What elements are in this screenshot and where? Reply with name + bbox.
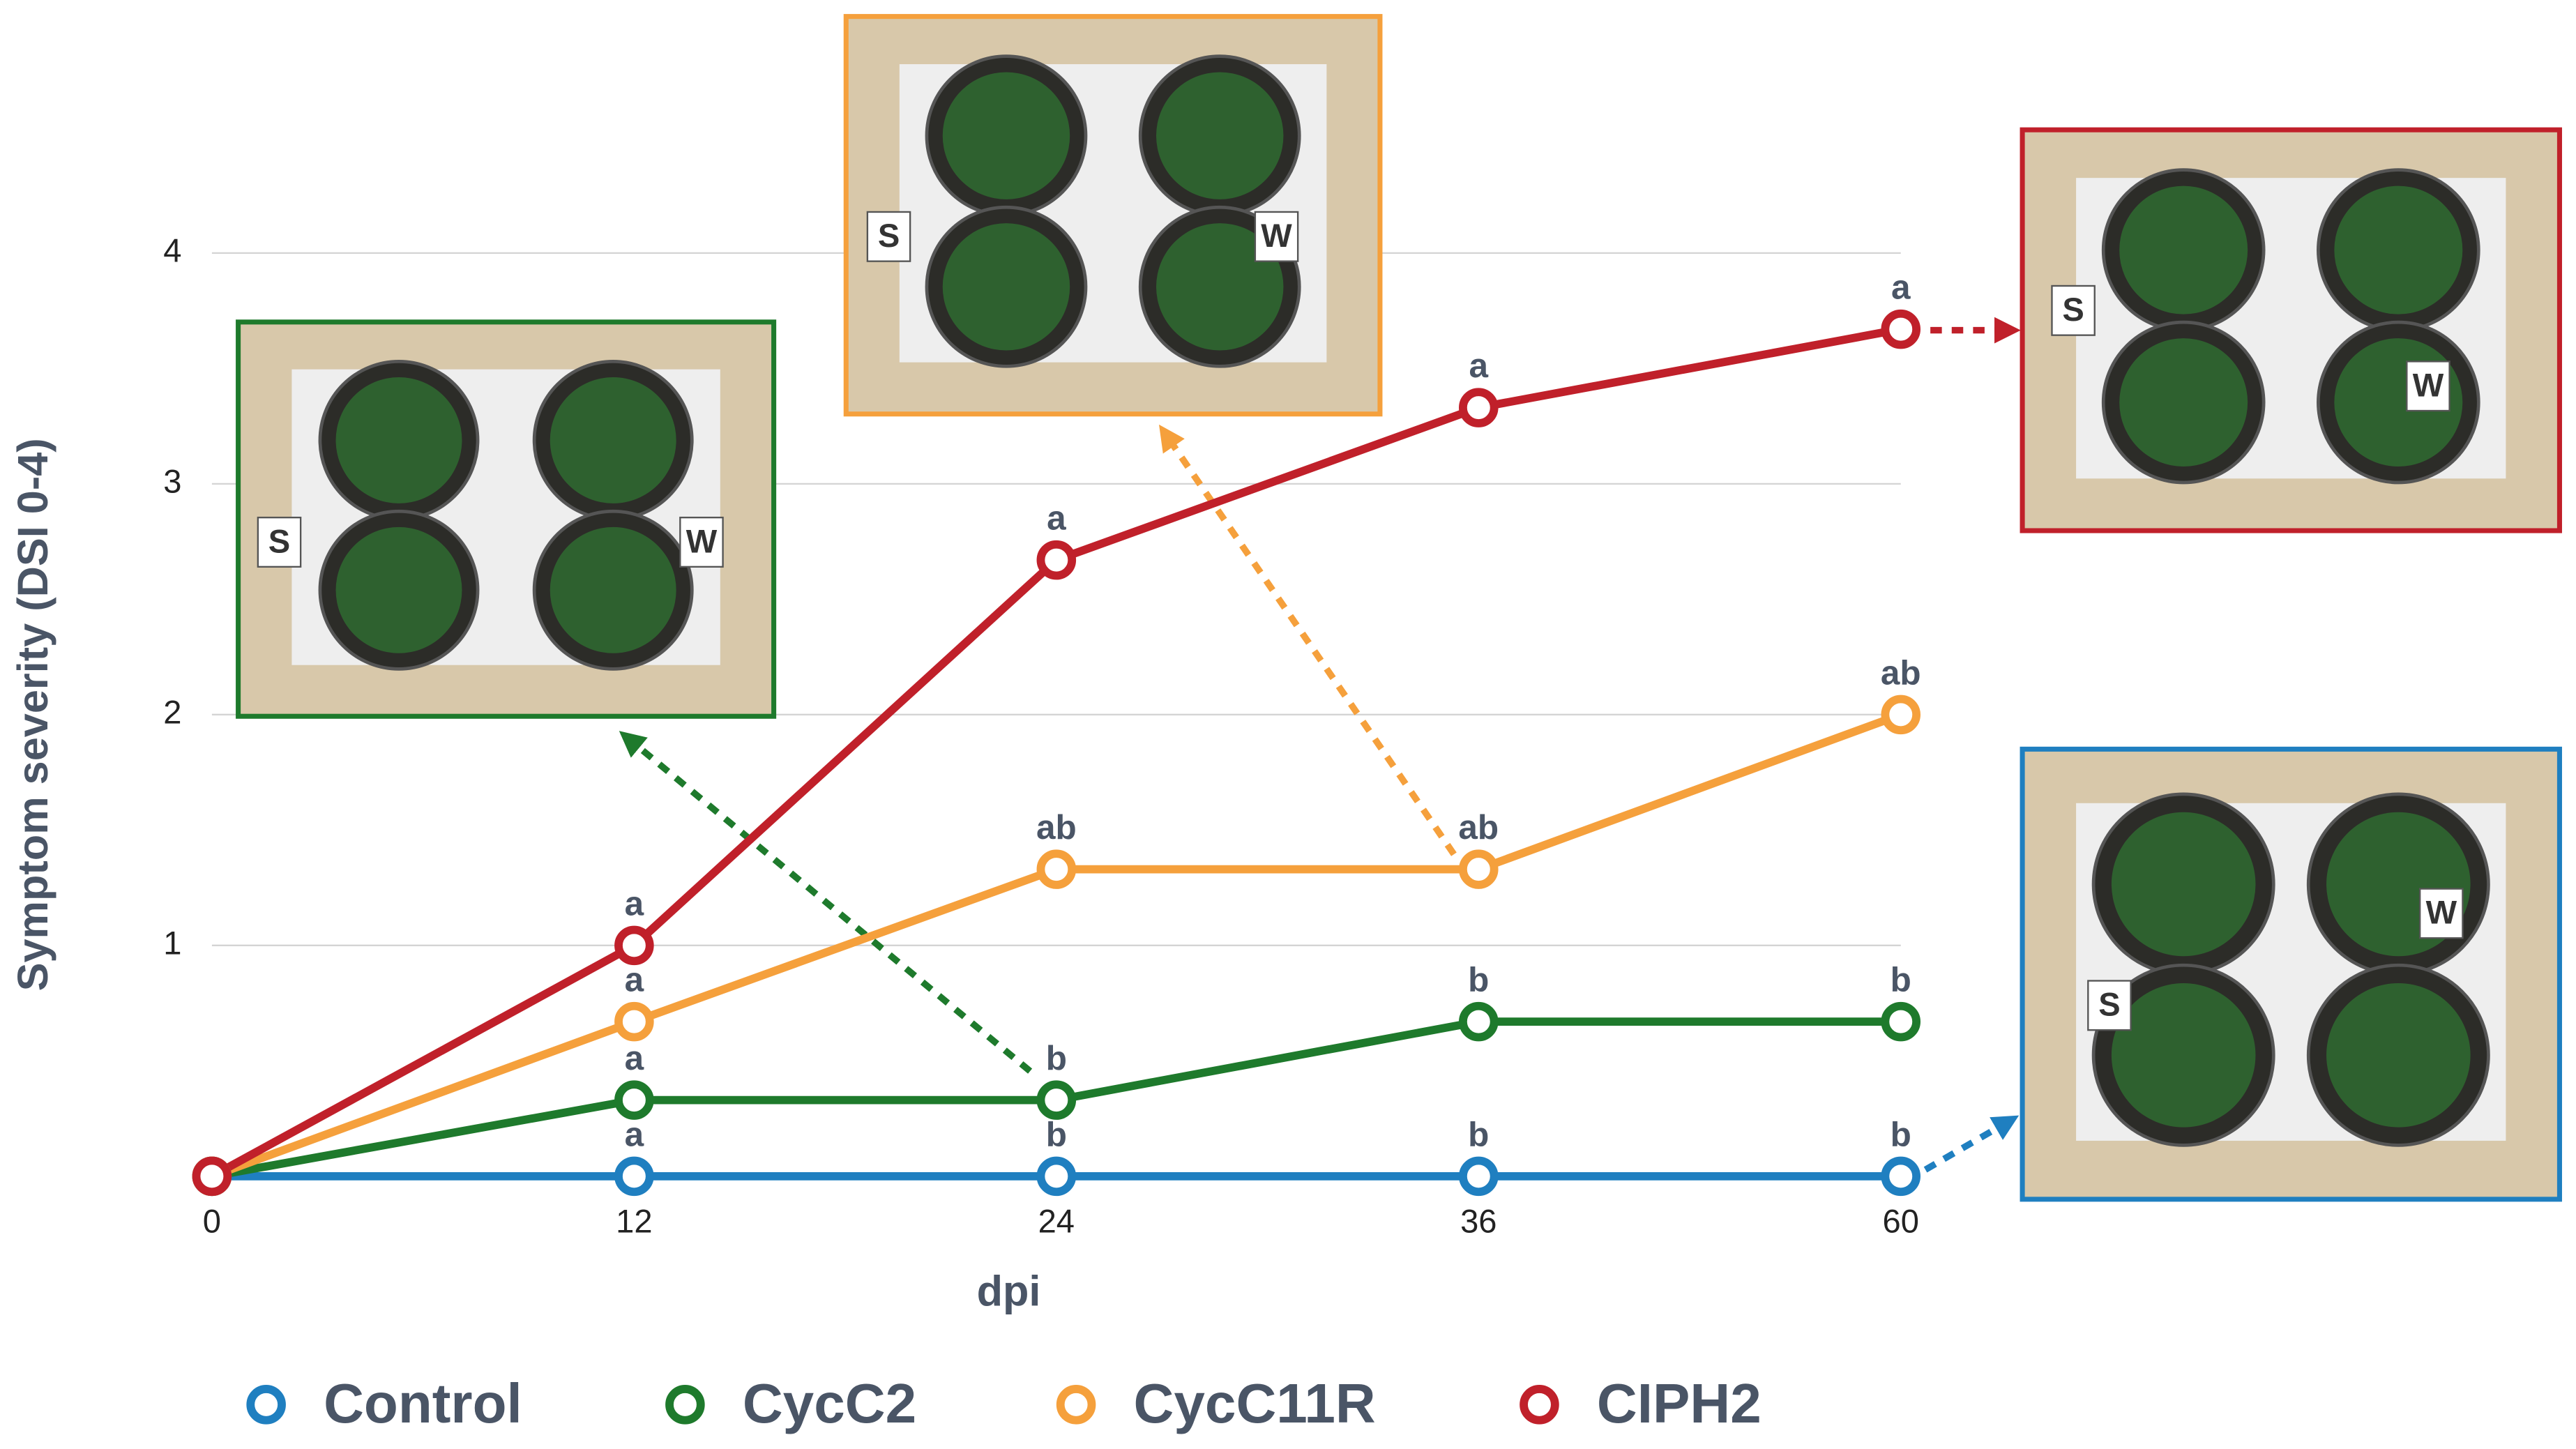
legend-marker	[665, 1385, 705, 1425]
panel-label: W	[2426, 894, 2457, 931]
legend-label: CIPH2	[1597, 1372, 1761, 1434]
panel-label-box	[2087, 980, 2132, 1031]
significance-letter: a	[1047, 499, 1066, 538]
photo-plant	[550, 377, 676, 503]
significance-letter: a	[625, 1115, 644, 1153]
panel-label: S	[2098, 986, 2120, 1023]
significance-letter: b	[1046, 1039, 1067, 1077]
photo-plant	[2119, 338, 2248, 467]
y-tick-label: 4	[163, 232, 181, 268]
significance-letter: b	[1468, 961, 1489, 999]
data-point	[614, 1156, 654, 1197]
significance-letter: a	[625, 961, 644, 999]
photo-plant	[1156, 223, 1284, 351]
x-tick-label: 0	[203, 1203, 221, 1240]
x-tick-label: 12	[616, 1203, 652, 1240]
y-tick-label: 3	[163, 462, 181, 499]
data-point	[614, 1080, 654, 1120]
data-point	[1459, 388, 1499, 427]
photo-plant	[2326, 983, 2471, 1128]
data-point	[1459, 1156, 1499, 1197]
significance-letter: a	[1891, 268, 1911, 307]
significance-letter: a	[625, 1039, 644, 1077]
legend-label: Control	[324, 1372, 522, 1434]
data-point	[1881, 309, 1921, 349]
data-point	[1459, 849, 1499, 889]
panel-label-box	[866, 211, 911, 262]
x-tick-label: 36	[1460, 1203, 1497, 1240]
arrow	[619, 731, 1033, 1074]
panel-label-box	[2051, 285, 2096, 336]
legend-marker	[246, 1385, 286, 1425]
x-tick-label: 60	[1883, 1203, 1919, 1240]
photo-plant	[335, 377, 462, 503]
data-point	[1036, 849, 1077, 889]
data-point	[1881, 1156, 1921, 1197]
data-point	[192, 1156, 232, 1197]
x-tick-label: 24	[1038, 1203, 1075, 1240]
data-point	[1881, 1001, 1921, 1042]
data-point	[614, 1001, 654, 1042]
panel-label: W	[2413, 366, 2444, 403]
photo-plant	[942, 72, 1070, 199]
arrow	[1159, 424, 1457, 856]
data-point	[1881, 695, 1921, 735]
data-point	[1036, 1156, 1077, 1197]
panel-label: S	[268, 522, 290, 559]
panel-label: W	[1261, 217, 1292, 254]
panel-label: S	[878, 217, 900, 254]
photo-plant	[1156, 72, 1284, 199]
legend-marker	[1056, 1385, 1096, 1425]
photo-plant	[942, 223, 1070, 351]
panel-label-box	[2419, 888, 2464, 939]
significance-letter: b	[1468, 1115, 1489, 1153]
data-point	[1459, 1001, 1499, 1042]
photo-plant	[2334, 185, 2463, 314]
significance-letter: b	[1046, 1115, 1067, 1153]
panel-label: S	[2062, 291, 2084, 328]
panel-label: W	[686, 522, 718, 559]
significance-letter: a	[1469, 347, 1489, 385]
panel-label-box	[2406, 361, 2450, 412]
significance-letter: ab	[1458, 808, 1499, 847]
photo-plant	[2111, 983, 2256, 1128]
legend-label: CycC2	[743, 1372, 916, 1434]
data-point	[614, 925, 654, 966]
significance-letter: ab	[1881, 653, 1921, 692]
panel-label-box	[1254, 211, 1299, 262]
significance-letter: a	[625, 884, 644, 923]
photo-plant	[2111, 812, 2256, 957]
arrow	[1923, 1115, 2020, 1173]
y-tick-label: 2	[163, 693, 181, 730]
panel-label-box	[257, 516, 302, 568]
legend-marker	[1520, 1385, 1559, 1425]
data-point	[1036, 1080, 1077, 1120]
significance-letter: ab	[1036, 808, 1077, 847]
y-axis-title: Symptom severity (DSI 0-4)	[9, 438, 56, 991]
significance-letter: b	[1891, 961, 1911, 999]
photo-plant	[335, 526, 462, 653]
y-tick-label: 1	[163, 924, 181, 961]
panel-label-box	[679, 516, 724, 568]
legend-label: CycC11R	[1134, 1372, 1376, 1434]
photo-plant	[550, 526, 676, 653]
photo-plant	[2119, 185, 2248, 314]
significance-letter: b	[1891, 1115, 1911, 1153]
x-axis-title: dpi	[977, 1268, 1041, 1315]
data-point	[1036, 540, 1077, 580]
